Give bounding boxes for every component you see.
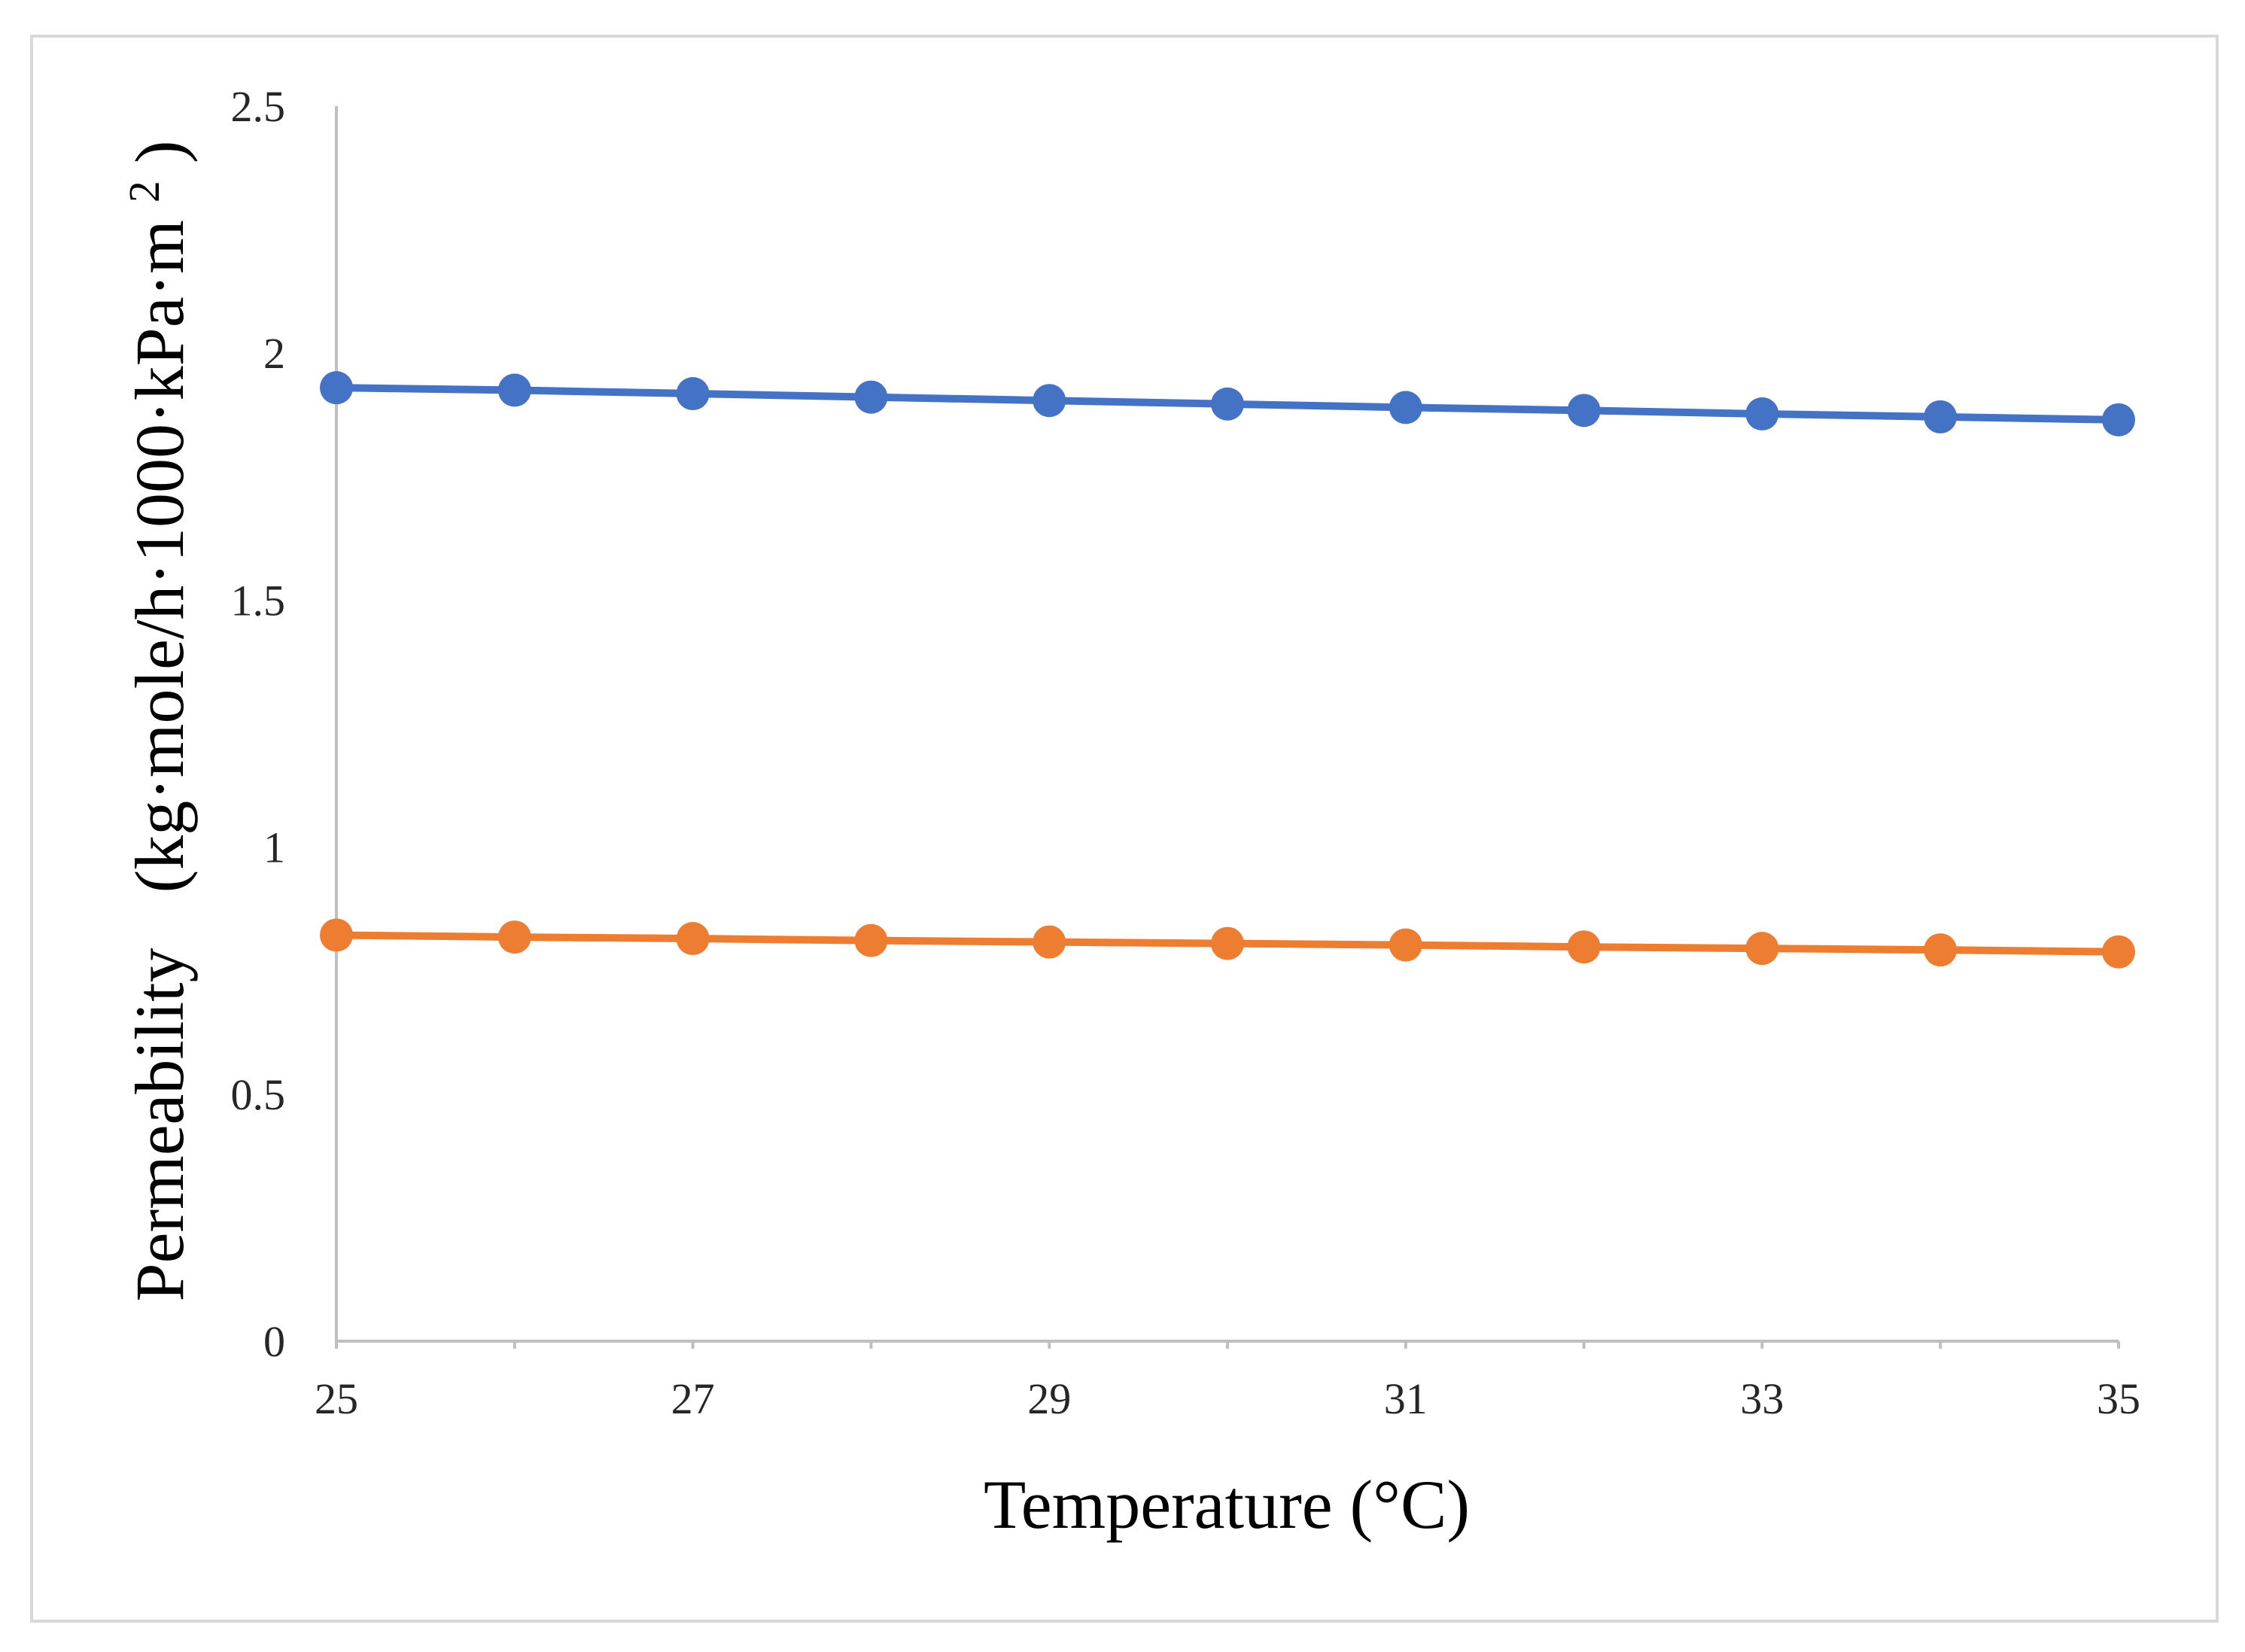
data-point-orange [1567, 930, 1601, 964]
data-point-orange [1924, 933, 1958, 967]
series-layer [320, 371, 2135, 969]
data-point-blue [320, 371, 353, 405]
svg-text:Permeability (kg·mole/h·: Permeability (kg·mole/h·1000·kPa·m 2 ) [120, 140, 199, 1301]
y-axis-title-close: ) [121, 140, 198, 163]
data-point-orange [1211, 926, 1244, 960]
data-point-orange [676, 922, 710, 956]
y-axis-title-superscript: 2 [120, 181, 169, 202]
data-point-orange [854, 923, 888, 957]
series-blue [320, 371, 2135, 437]
chart-frame [30, 35, 2219, 1623]
data-point-blue [1389, 391, 1422, 424]
y-tick-label: 2.5 [231, 82, 286, 131]
data-point-blue [1211, 387, 1244, 421]
data-point-blue [497, 373, 531, 407]
data-point-blue [854, 380, 888, 414]
data-point-orange [1389, 928, 1422, 962]
y-axis-title-units: (kg·mole/h·1000·kPa·m [121, 220, 198, 893]
y-axis-title-main: Permeability [121, 948, 198, 1301]
data-point-blue [1033, 384, 1066, 418]
data-point-blue [1745, 397, 1779, 430]
data-point-blue [676, 377, 710, 411]
data-point-blue [1567, 394, 1601, 427]
data-point-orange [2102, 935, 2135, 969]
y-tick-label: 1 [263, 823, 285, 872]
data-point-blue [2102, 403, 2135, 437]
data-point-orange [320, 918, 353, 952]
y-tick-label: 0 [263, 1317, 285, 1366]
data-point-orange [1033, 925, 1066, 959]
x-tick-label: 29 [1027, 1374, 1071, 1423]
x-tick-label: 27 [671, 1374, 715, 1423]
x-tick-label: 25 [315, 1374, 358, 1423]
y-tick-labels: 0 0.5 1 1.5 2 2.5 [231, 82, 286, 1366]
x-axis-title: Temperature (°C) [984, 1466, 1470, 1543]
series-orange [320, 918, 2135, 969]
x-tick-label: 35 [2097, 1374, 2140, 1423]
x-tick-labels: 25 27 29 31 33 35 [315, 1341, 2140, 1423]
x-tick-label: 31 [1384, 1374, 1428, 1423]
y-tick-label: 1.5 [231, 576, 286, 625]
y-axis-title: Permeability (kg·mole/h·1000·kPa·m 2 ) [120, 140, 199, 1301]
x-tick-label: 33 [1740, 1374, 1784, 1423]
data-point-orange [1745, 932, 1779, 966]
y-tick-label: 2 [263, 329, 285, 378]
data-point-orange [497, 920, 531, 954]
data-point-blue [1924, 400, 1958, 434]
y-tick-label: 0.5 [231, 1070, 286, 1119]
